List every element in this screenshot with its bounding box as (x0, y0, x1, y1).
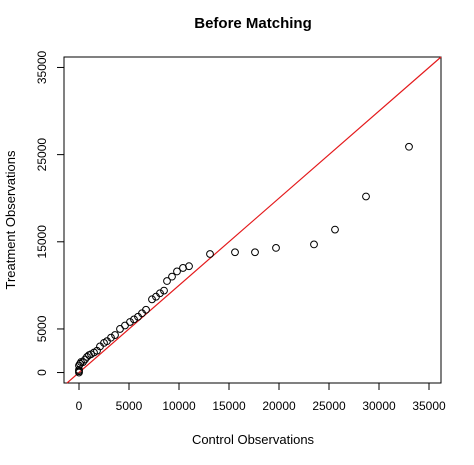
y-tick-label: 15000 (35, 225, 49, 259)
data-point (79, 358, 87, 366)
x-tick-label: 10000 (162, 399, 196, 413)
data-point (77, 358, 85, 366)
y-tick-label: 5000 (35, 315, 49, 342)
data-point (206, 250, 214, 258)
data-point (362, 192, 370, 201)
data-point (310, 240, 318, 249)
data-point (116, 325, 124, 333)
data-point (185, 262, 193, 271)
x-tick-label: 25000 (312, 399, 346, 413)
data-point (81, 355, 89, 364)
data-point (405, 142, 413, 151)
data-point (173, 267, 181, 276)
data-point (126, 318, 134, 326)
data-points (75, 142, 413, 377)
data-point (251, 248, 259, 257)
x-tick-label: 15000 (212, 399, 246, 413)
x-axis: 0 5000 10000 15000 20000 25000 30000 35000 (76, 382, 446, 413)
data-point (83, 352, 91, 361)
data-point (142, 305, 150, 314)
data-point (156, 289, 164, 298)
x-tick-label: 20000 (262, 399, 296, 413)
data-point (111, 331, 119, 339)
data-point (148, 295, 156, 304)
x-axis-label: Control Observations (192, 432, 315, 447)
data-point (163, 277, 171, 285)
y-axis-label: Treatment Observations (3, 150, 18, 289)
data-point (121, 321, 129, 330)
x-tick-label: 5000 (116, 399, 143, 413)
data-point (231, 248, 239, 257)
data-point (107, 333, 115, 342)
x-tick-label: 0 (76, 399, 83, 413)
reference-line-y-equals-x (66, 56, 442, 384)
x-tick-label: 30000 (362, 399, 396, 413)
y-tick-label: 0 (35, 369, 49, 376)
data-point (168, 272, 176, 281)
data-point (160, 286, 168, 295)
data-point (75, 366, 83, 374)
x-tick-label: 35000 (412, 399, 446, 413)
y-tick-label: 35000 (35, 50, 49, 84)
data-point (331, 225, 339, 234)
data-point (130, 315, 138, 324)
chart-title: Before Matching (194, 15, 312, 32)
y-tick-label: 25000 (35, 138, 49, 172)
y-axis: 0 5000 15000 25000 35000 (35, 50, 65, 376)
data-point (272, 243, 280, 252)
